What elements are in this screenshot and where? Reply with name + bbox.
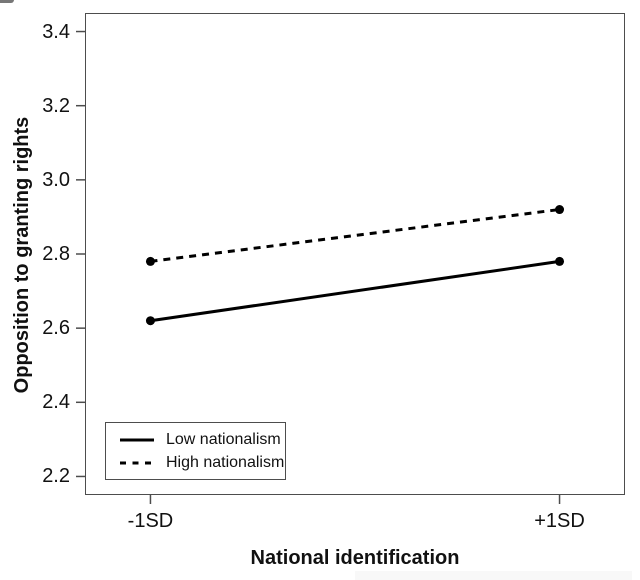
y-tick-label: 2.4 [42,391,70,414]
legend: Low nationalism High nationalism [105,422,286,480]
x-tick-label: +1SD [534,510,585,532]
legend-label-low-nationalism: Low nationalism [166,430,281,448]
legend-dashed-line-icon [120,461,154,464]
series-line-dashed [150,208,560,263]
legend-row-high-nationalism: High nationalism [118,451,285,474]
y-tick-label: 2.2 [42,465,70,488]
screenshot-corner-artifact [0,0,14,3]
data-point [555,256,565,266]
data-point [145,316,155,326]
series-line-solid [150,259,560,323]
y-tick-label: 3.4 [42,20,70,43]
legend-label-high-nationalism: High nationalism [166,453,285,471]
y-tick-label: 3.2 [42,94,70,117]
legend-row-low-nationalism: Low nationalism [118,428,285,451]
y-axis-title: Opposition to granting rights [11,116,33,394]
plot-area [85,13,625,495]
x-tick-label: -1SD [127,510,174,532]
y-tick-label: 2.6 [42,317,70,340]
x-axis-title: National identification [250,547,460,569]
legend-solid-line-icon [120,438,154,441]
y-tick-label: 3.0 [42,168,70,191]
screenshot-edge-artifact [355,571,632,580]
data-point [555,205,565,215]
data-point [145,256,155,266]
y-tick-label: 2.8 [42,243,70,265]
